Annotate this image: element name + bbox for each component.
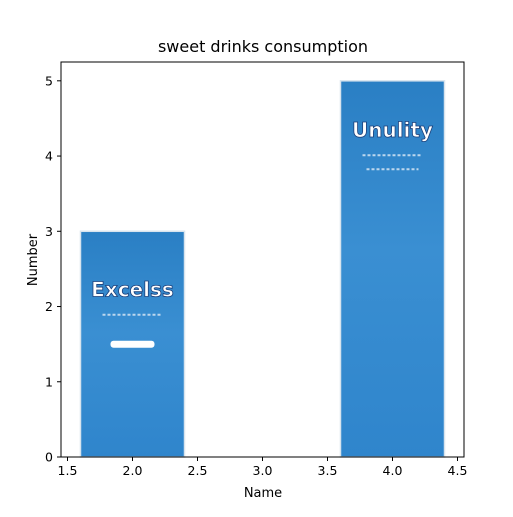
x-tick-label: 4.5 — [448, 463, 468, 478]
x-tick-label: 4.0 — [383, 463, 403, 478]
chart-title: sweet drinks consumption — [158, 37, 368, 56]
x-tick-label: 3.5 — [318, 463, 338, 478]
bar-embedded-label: Unulity — [352, 118, 433, 142]
y-tick-label: 0 — [45, 450, 53, 465]
x-tick-label: 2.5 — [188, 463, 208, 478]
bar — [339, 80, 446, 458]
x-tick-label: 1.5 — [58, 463, 78, 478]
x-tick-label: 3.0 — [253, 463, 273, 478]
bar-group: Excelss — [79, 230, 186, 458]
y-tick-label: 1 — [45, 374, 53, 389]
bar-embedded-pill — [110, 340, 155, 348]
y-tick-label: 3 — [45, 224, 53, 239]
bar-group: Unulity — [339, 80, 446, 458]
y-tick-label: 4 — [45, 149, 53, 164]
y-axis-label: Number — [26, 233, 41, 286]
x-tick-label: 2.0 — [123, 463, 143, 478]
bar-embedded-label: Excelss — [91, 278, 174, 302]
y-tick-label: 2 — [45, 299, 53, 314]
y-tick-label: 5 — [45, 73, 53, 88]
x-axis-label: Name — [244, 486, 282, 501]
